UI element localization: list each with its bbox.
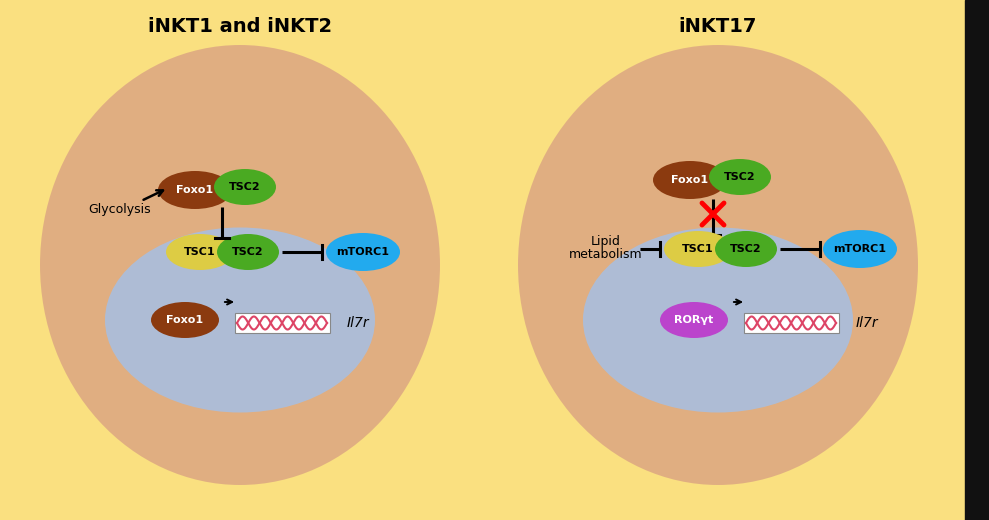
FancyBboxPatch shape	[235, 313, 330, 333]
Ellipse shape	[518, 45, 918, 485]
Ellipse shape	[660, 302, 728, 338]
Text: Lipid: Lipid	[591, 236, 621, 249]
Ellipse shape	[40, 45, 440, 485]
Text: Foxo1: Foxo1	[176, 185, 214, 195]
Ellipse shape	[105, 228, 375, 412]
Bar	[965, 0, 989, 520]
Text: TSC2: TSC2	[229, 182, 261, 192]
Text: RORγt: RORγt	[674, 315, 714, 325]
Ellipse shape	[326, 233, 400, 271]
Ellipse shape	[166, 234, 234, 270]
Text: TSC2: TSC2	[232, 247, 264, 257]
Text: iNKT17: iNKT17	[678, 18, 758, 36]
Text: iNKT1 and iNKT2: iNKT1 and iNKT2	[148, 18, 332, 36]
Text: metabolism: metabolism	[570, 249, 643, 262]
Text: Glycolysis: Glycolysis	[89, 203, 151, 216]
Text: TSC1: TSC1	[184, 247, 216, 257]
Text: TSC1: TSC1	[682, 244, 714, 254]
Text: TSC2: TSC2	[724, 172, 756, 182]
Text: Foxo1: Foxo1	[166, 315, 204, 325]
Ellipse shape	[709, 159, 771, 195]
Text: TSC2: TSC2	[730, 244, 762, 254]
Ellipse shape	[583, 228, 853, 412]
Ellipse shape	[664, 231, 732, 267]
Ellipse shape	[823, 230, 897, 268]
Text: mTORC1: mTORC1	[336, 247, 390, 257]
Ellipse shape	[715, 231, 777, 267]
FancyBboxPatch shape	[744, 313, 839, 333]
Ellipse shape	[158, 171, 232, 209]
Text: mTORC1: mTORC1	[834, 244, 886, 254]
Ellipse shape	[214, 169, 276, 205]
Text: Foxo1: Foxo1	[672, 175, 708, 185]
Text: Il7r: Il7r	[347, 316, 370, 330]
Ellipse shape	[151, 302, 219, 338]
Ellipse shape	[653, 161, 727, 199]
Ellipse shape	[217, 234, 279, 270]
Text: Il7r: Il7r	[856, 316, 878, 330]
